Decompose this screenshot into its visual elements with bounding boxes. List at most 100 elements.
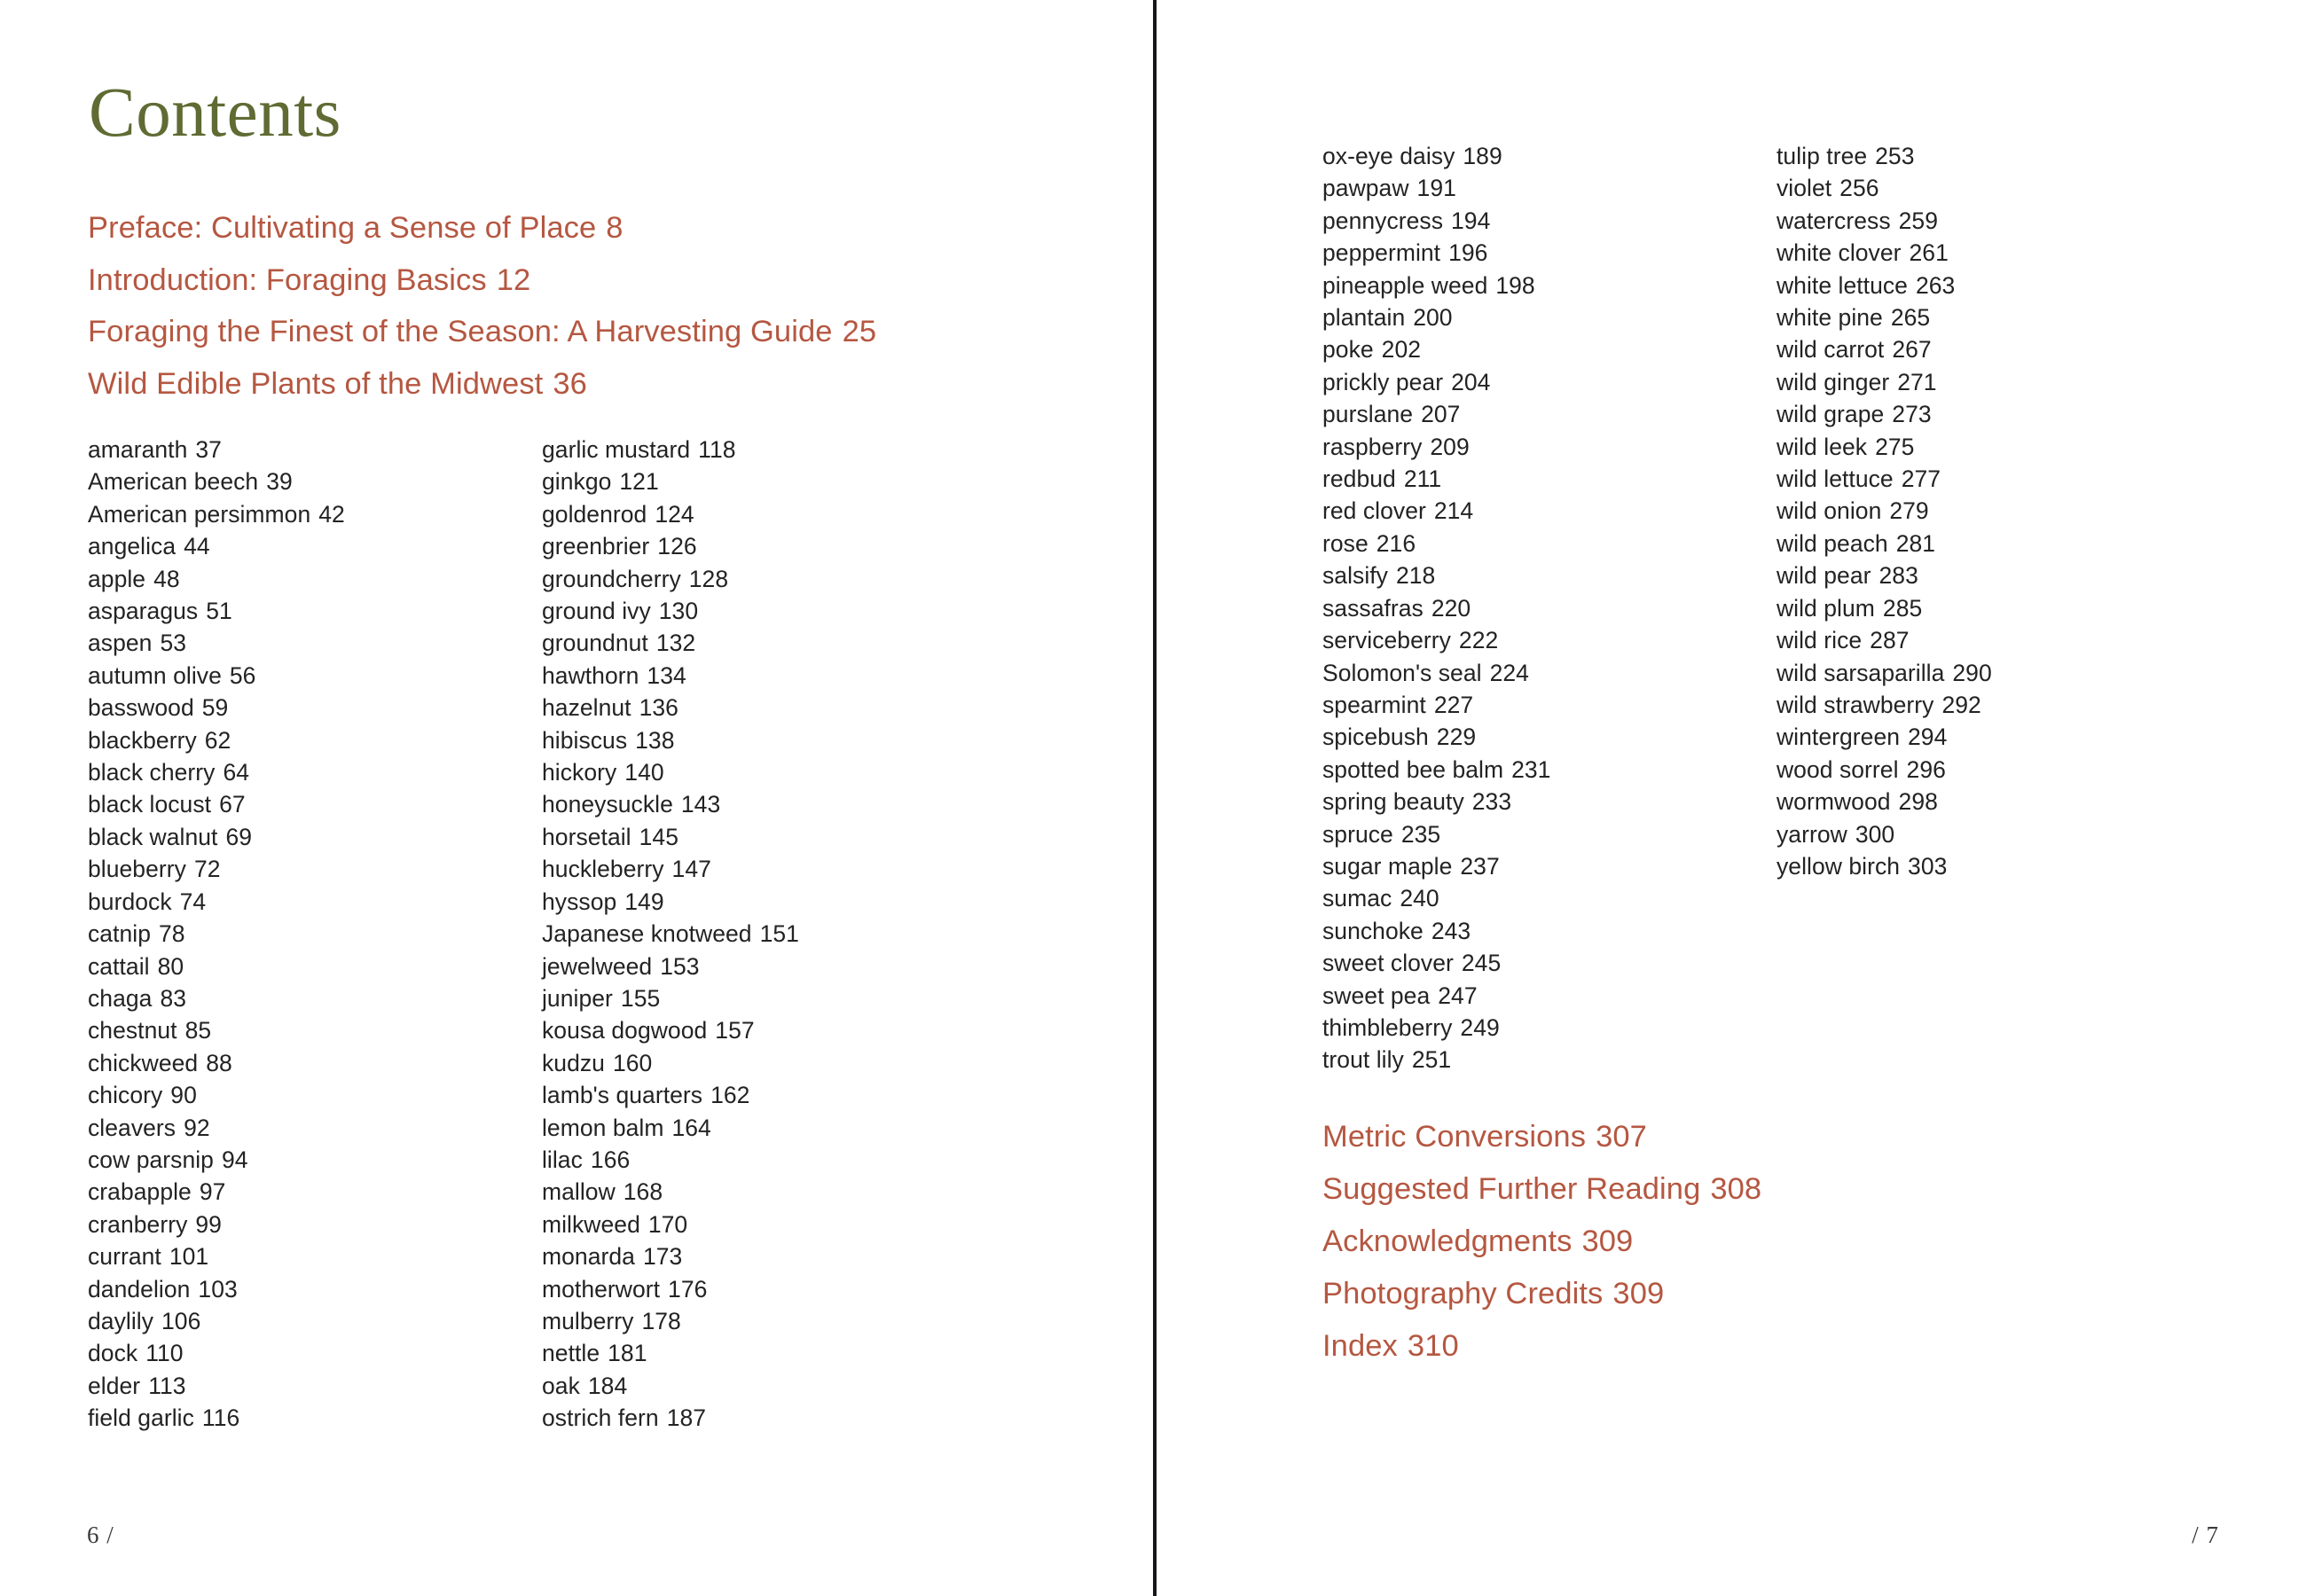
index-entry[interactable]: pineapple weed 198 [1322, 270, 1777, 301]
index-entry[interactable]: American beech 39 [88, 466, 542, 497]
index-entry[interactable]: plantain 200 [1322, 301, 1777, 333]
index-entry[interactable]: cattail 80 [88, 951, 542, 982]
front-matter-entry[interactable]: Wild Edible Plants of the Midwest 36 [88, 358, 1081, 411]
index-entry[interactable]: wild lettuce 277 [1777, 463, 2231, 495]
index-entry[interactable]: sugar maple 237 [1322, 850, 1777, 882]
index-entry[interactable]: red clover 214 [1322, 495, 1777, 527]
index-entry[interactable]: ground ivy 130 [542, 595, 996, 627]
index-entry[interactable]: blackberry 62 [88, 724, 542, 756]
index-entry[interactable]: sweet clover 245 [1322, 947, 1777, 979]
index-entry[interactable]: salsify 218 [1322, 559, 1777, 591]
index-entry[interactable]: ostrich fern 187 [542, 1402, 996, 1434]
index-entry[interactable]: blueberry 72 [88, 853, 542, 885]
index-entry[interactable]: lilac 166 [542, 1144, 996, 1176]
index-entry[interactable]: asparagus 51 [88, 595, 542, 627]
index-entry[interactable]: groundcherry 128 [542, 563, 996, 595]
back-matter-entry[interactable]: Acknowledgments 309 [1322, 1216, 2209, 1268]
index-entry[interactable]: goldenrod 124 [542, 498, 996, 530]
index-entry[interactable]: wild leek 275 [1777, 431, 2231, 463]
index-entry[interactable]: hyssop 149 [542, 886, 996, 918]
index-entry[interactable]: spearmint 227 [1322, 689, 1777, 721]
back-matter-entry[interactable]: Index 310 [1322, 1320, 2209, 1373]
index-entry[interactable]: hazelnut 136 [542, 692, 996, 724]
index-entry[interactable]: wild pear 283 [1777, 559, 2231, 591]
index-entry[interactable]: pawpaw 191 [1322, 172, 1777, 204]
index-entry[interactable]: wintergreen 294 [1777, 721, 2231, 753]
index-entry[interactable]: crabapple 97 [88, 1176, 542, 1208]
index-entry[interactable]: oak 184 [542, 1370, 996, 1402]
index-entry[interactable]: field garlic 116 [88, 1402, 542, 1434]
index-entry[interactable]: Japanese knotweed 151 [542, 918, 996, 950]
index-entry[interactable]: wild strawberry 292 [1777, 689, 2231, 721]
index-entry[interactable]: jewelweed 153 [542, 951, 996, 982]
index-entry[interactable]: sunchoke 243 [1322, 915, 1777, 947]
index-entry[interactable]: hickory 140 [542, 756, 996, 788]
index-entry[interactable]: daylily 106 [88, 1305, 542, 1337]
index-entry[interactable]: wild onion 279 [1777, 495, 2231, 527]
index-entry[interactable]: prickly pear 204 [1322, 366, 1777, 398]
index-entry[interactable]: white pine 265 [1777, 301, 2231, 333]
index-entry[interactable]: ginkgo 121 [542, 466, 996, 497]
index-entry[interactable]: sumac 240 [1322, 882, 1777, 914]
index-entry[interactable]: garlic mustard 118 [542, 434, 996, 466]
index-entry[interactable]: raspberry 209 [1322, 431, 1777, 463]
index-entry[interactable]: Solomon's seal 224 [1322, 657, 1777, 689]
index-entry[interactable]: lamb's quarters 162 [542, 1079, 996, 1111]
index-entry[interactable]: violet 256 [1777, 172, 2231, 204]
index-entry[interactable]: cow parsnip 94 [88, 1144, 542, 1176]
index-entry[interactable]: black locust 67 [88, 788, 542, 820]
index-entry[interactable]: milkweed 170 [542, 1209, 996, 1240]
index-entry[interactable]: basswood 59 [88, 692, 542, 724]
back-matter-entry[interactable]: Metric Conversions 307 [1322, 1111, 2209, 1163]
index-entry[interactable]: peppermint 196 [1322, 237, 1777, 269]
index-entry[interactable]: American persimmon 42 [88, 498, 542, 530]
index-entry[interactable]: hawthorn 134 [542, 660, 996, 692]
index-entry[interactable]: wormwood 298 [1777, 786, 2231, 818]
index-entry[interactable]: kousa dogwood 157 [542, 1014, 996, 1046]
index-entry[interactable]: wild grape 273 [1777, 398, 2231, 430]
index-entry[interactable]: wood sorrel 296 [1777, 754, 2231, 786]
index-entry[interactable]: dandelion 103 [88, 1273, 542, 1305]
index-entry[interactable]: kudzu 160 [542, 1047, 996, 1079]
index-entry[interactable]: redbud 211 [1322, 463, 1777, 495]
index-entry[interactable]: horsetail 145 [542, 821, 996, 853]
index-entry[interactable]: chickweed 88 [88, 1047, 542, 1079]
index-entry[interactable]: huckleberry 147 [542, 853, 996, 885]
index-entry[interactable]: lemon balm 164 [542, 1112, 996, 1144]
index-entry[interactable]: black walnut 69 [88, 821, 542, 853]
index-entry[interactable]: spotted bee balm 231 [1322, 754, 1777, 786]
index-entry[interactable]: wild rice 287 [1777, 624, 2231, 656]
index-entry[interactable]: spicebush 229 [1322, 721, 1777, 753]
index-entry[interactable]: wild plum 285 [1777, 592, 2231, 624]
index-entry[interactable]: chicory 90 [88, 1079, 542, 1111]
index-entry[interactable]: wild sarsaparilla 290 [1777, 657, 2231, 689]
index-entry[interactable]: wild peach 281 [1777, 528, 2231, 559]
front-matter-entry[interactable]: Introduction: Foraging Basics 12 [88, 254, 1081, 307]
index-entry[interactable]: sassafras 220 [1322, 592, 1777, 624]
index-entry[interactable]: black cherry 64 [88, 756, 542, 788]
index-entry[interactable]: wild carrot 267 [1777, 333, 2231, 365]
index-entry[interactable]: white clover 261 [1777, 237, 2231, 269]
front-matter-entry[interactable]: Foraging the Finest of the Season: A Har… [88, 306, 1081, 358]
index-entry[interactable]: spruce 235 [1322, 818, 1777, 850]
index-entry[interactable]: dock 110 [88, 1337, 542, 1369]
index-entry[interactable]: thimbleberry 249 [1322, 1012, 1777, 1044]
index-entry[interactable]: groundnut 132 [542, 627, 996, 659]
index-entry[interactable]: spring beauty 233 [1322, 786, 1777, 818]
index-entry[interactable]: sweet pea 247 [1322, 980, 1777, 1012]
index-entry[interactable]: pennycress 194 [1322, 205, 1777, 237]
index-entry[interactable]: elder 113 [88, 1370, 542, 1402]
index-entry[interactable]: ox-eye daisy 189 [1322, 140, 1777, 172]
index-entry[interactable]: yarrow 300 [1777, 818, 2231, 850]
index-entry[interactable]: greenbrier 126 [542, 530, 996, 562]
index-entry[interactable]: monarda 173 [542, 1240, 996, 1272]
index-entry[interactable]: mallow 168 [542, 1176, 996, 1208]
index-entry[interactable]: cranberry 99 [88, 1209, 542, 1240]
index-entry[interactable]: amaranth 37 [88, 434, 542, 466]
index-entry[interactable]: cleavers 92 [88, 1112, 542, 1144]
index-entry[interactable]: juniper 155 [542, 982, 996, 1014]
index-entry[interactable]: rose 216 [1322, 528, 1777, 559]
index-entry[interactable]: currant 101 [88, 1240, 542, 1272]
index-entry[interactable]: poke 202 [1322, 333, 1777, 365]
index-entry[interactable]: aspen 53 [88, 627, 542, 659]
